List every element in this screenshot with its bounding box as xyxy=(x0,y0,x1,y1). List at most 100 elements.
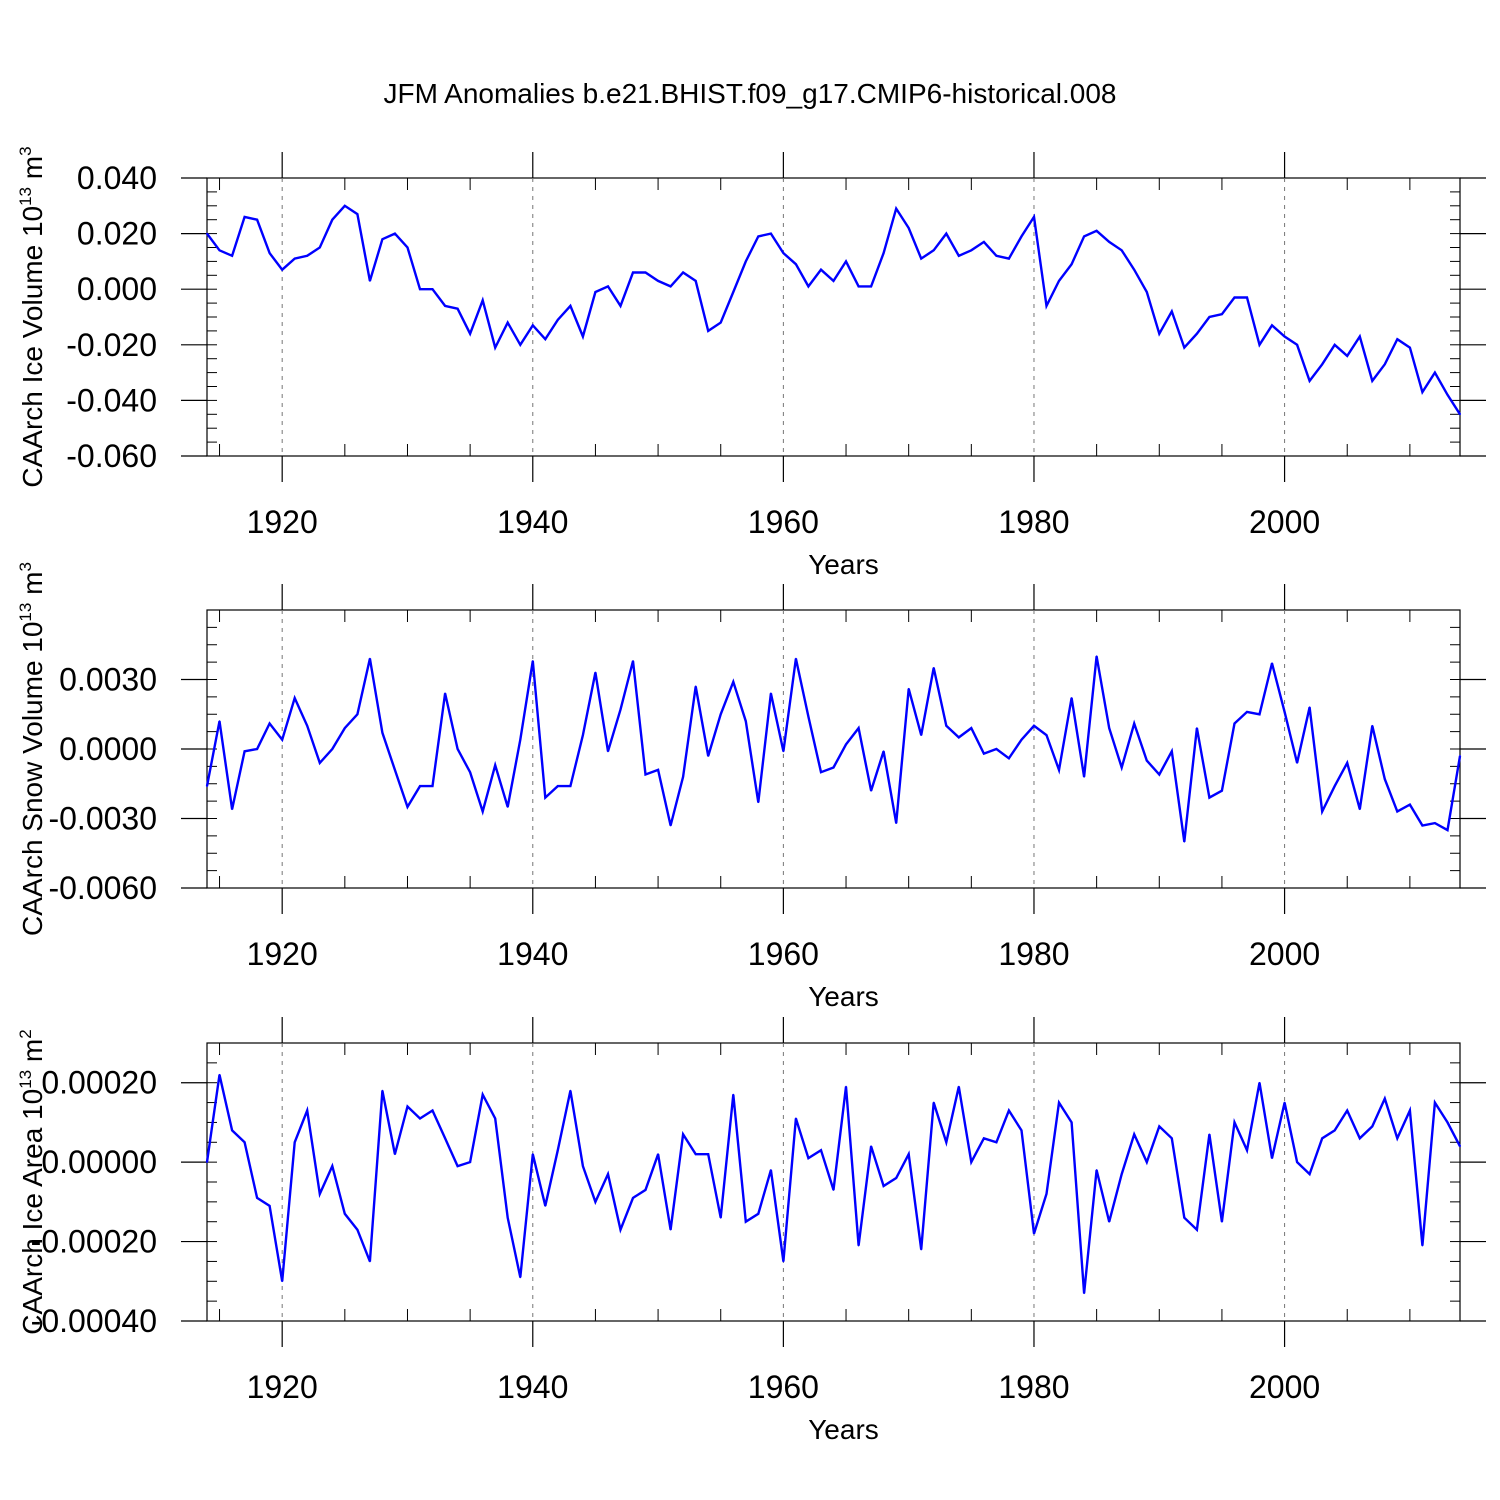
ice-volume-data-point xyxy=(306,254,309,257)
ice-volume-x-tick-label: 1940 xyxy=(497,504,568,540)
snow-volume-data-point xyxy=(719,713,722,716)
ice-volume-data-point xyxy=(544,338,547,341)
snow-volume-y-axis-title-part: 3 xyxy=(16,562,35,571)
snow-volume-data-point xyxy=(1421,824,1424,827)
ice-area-data-point xyxy=(331,1165,334,1168)
ice-volume-data-point xyxy=(1446,393,1449,396)
ice-area-data-point xyxy=(1421,1244,1424,1247)
snow-volume-x-tick-label: 1960 xyxy=(748,936,819,972)
snow-volume-data-point xyxy=(1434,822,1436,825)
snow-volume-data-point xyxy=(1258,713,1261,716)
snow-volume-data-point xyxy=(381,731,384,734)
snow-volume-data-point xyxy=(1221,789,1223,792)
ice-area-data-point xyxy=(243,1141,246,1144)
ice-volume-data-point xyxy=(607,285,609,288)
ice-volume-data-point xyxy=(331,218,334,221)
ice-area-data-point xyxy=(206,1161,208,1164)
snow-volume-data-point xyxy=(1459,755,1461,757)
ice-volume-data-point xyxy=(293,257,296,260)
ice-area-data-point xyxy=(757,1212,760,1215)
ice-area-data-point xyxy=(582,1165,584,1168)
snow-volume-data-point xyxy=(243,750,246,753)
ice-area-data-point xyxy=(644,1189,647,1191)
ice-volume-data-point xyxy=(882,252,885,254)
ice-area-data-point xyxy=(381,1089,384,1092)
snow-volume-data-point xyxy=(1158,773,1161,776)
ice-volume-data-point xyxy=(1070,263,1073,266)
ice-area-data-point xyxy=(469,1161,472,1164)
ice-area-data-point xyxy=(870,1145,872,1148)
ice-volume-data-point xyxy=(1195,332,1198,335)
ice-volume-y-tick-label: -0.040 xyxy=(66,382,157,418)
snow-volume-data-point xyxy=(932,667,935,669)
ice-volume-data-point xyxy=(494,346,497,349)
snow-volume-data-point xyxy=(895,822,898,825)
snow-volume-data-point xyxy=(293,697,296,699)
ice-area-data-point xyxy=(719,1216,722,1219)
ice-volume-data-point xyxy=(995,254,998,257)
ice-volume-y-tick-label: 0.000 xyxy=(77,271,157,307)
ice-area-data-point xyxy=(1083,1292,1085,1295)
ice-volume-x-tick-label: 1920 xyxy=(247,504,318,540)
snow-volume-data-point xyxy=(795,657,797,660)
snow-volume-data-point xyxy=(1208,796,1211,799)
snow-volume-data-point xyxy=(331,748,334,750)
ice-volume-data-point xyxy=(1296,343,1299,346)
ice-volume-data-point xyxy=(932,249,935,252)
snow-volume-data-point xyxy=(594,671,597,674)
ice-area-data-point xyxy=(1221,1220,1223,1223)
snow-volume-data-point xyxy=(1195,727,1198,730)
ice-volume-data-point xyxy=(419,288,421,291)
ice-area-data-point xyxy=(669,1228,672,1231)
ice-area-data-point xyxy=(1371,1125,1374,1128)
snow-volume-series-line xyxy=(205,656,1462,842)
snow-volume-data-point xyxy=(607,750,609,753)
ice-volume-data-point xyxy=(807,285,810,288)
ice-area-data-point xyxy=(531,1153,534,1156)
ice-area-x-tick-label: 1940 xyxy=(497,1369,568,1405)
ice-volume-plot-frame xyxy=(206,177,1461,457)
ice-area-data-point xyxy=(519,1276,522,1279)
ice-volume-x-tick-label: 1960 xyxy=(748,504,819,540)
ice-volume-x-tick-label: 1980 xyxy=(998,504,1069,540)
snow-volume-data-point xyxy=(694,685,697,688)
snow-volume-data-point xyxy=(1095,655,1098,658)
ice-area-y-axis-title: CAArch Ice Area 1013 m2 xyxy=(16,1029,48,1334)
ice-volume-data-point xyxy=(820,268,822,271)
snow-volume-data-point xyxy=(820,771,822,774)
snow-volume-data-point xyxy=(406,806,409,808)
ice-area-data-point xyxy=(1158,1125,1161,1128)
ice-area-data-point xyxy=(619,1228,622,1231)
snow-volume-data-point xyxy=(1408,803,1411,806)
ice-volume-y-axis-title-part: 13 xyxy=(16,187,35,206)
ice-volume-data-point xyxy=(1045,304,1048,307)
snow-volume-data-point xyxy=(1008,757,1010,760)
snow-volume-data-point xyxy=(582,734,584,736)
ice-area-data-point xyxy=(807,1157,810,1160)
ice-area-data-point xyxy=(795,1117,797,1120)
snow-volume-data-point xyxy=(1358,808,1361,811)
snow-volume-data-point xyxy=(431,785,434,787)
ice-volume-data-point xyxy=(531,324,534,327)
snow-volume-data-point xyxy=(732,680,735,683)
ice-volume-data-point xyxy=(757,235,760,238)
ice-area-data-point xyxy=(1045,1193,1048,1195)
ice-area-data-point xyxy=(895,1177,898,1179)
ice-area-data-point xyxy=(732,1093,735,1096)
ice-volume-data-point xyxy=(732,291,735,293)
snow-volume-data-point xyxy=(945,724,948,727)
ice-area-data-point xyxy=(1108,1220,1111,1223)
ice-area-data-point xyxy=(1321,1137,1324,1140)
snow-volume-y-tick-label: 0.0030 xyxy=(59,662,157,698)
ice-area-data-point xyxy=(293,1141,296,1144)
ice-volume-data-point xyxy=(1371,380,1374,382)
ice-volume-data-point xyxy=(1459,413,1461,416)
ice-volume-data-point xyxy=(1421,391,1424,393)
snow-volume-data-point xyxy=(970,727,973,730)
ice-area-y-axis-title-part: 13 xyxy=(16,1070,35,1089)
ice-volume-data-point xyxy=(1108,241,1111,243)
ice-area-y-tick-label: -0.00040 xyxy=(31,1303,157,1339)
snow-volume-data-point xyxy=(1446,829,1449,831)
ice-area-data-point xyxy=(231,1129,233,1132)
ice-volume-data-point xyxy=(1358,335,1361,338)
